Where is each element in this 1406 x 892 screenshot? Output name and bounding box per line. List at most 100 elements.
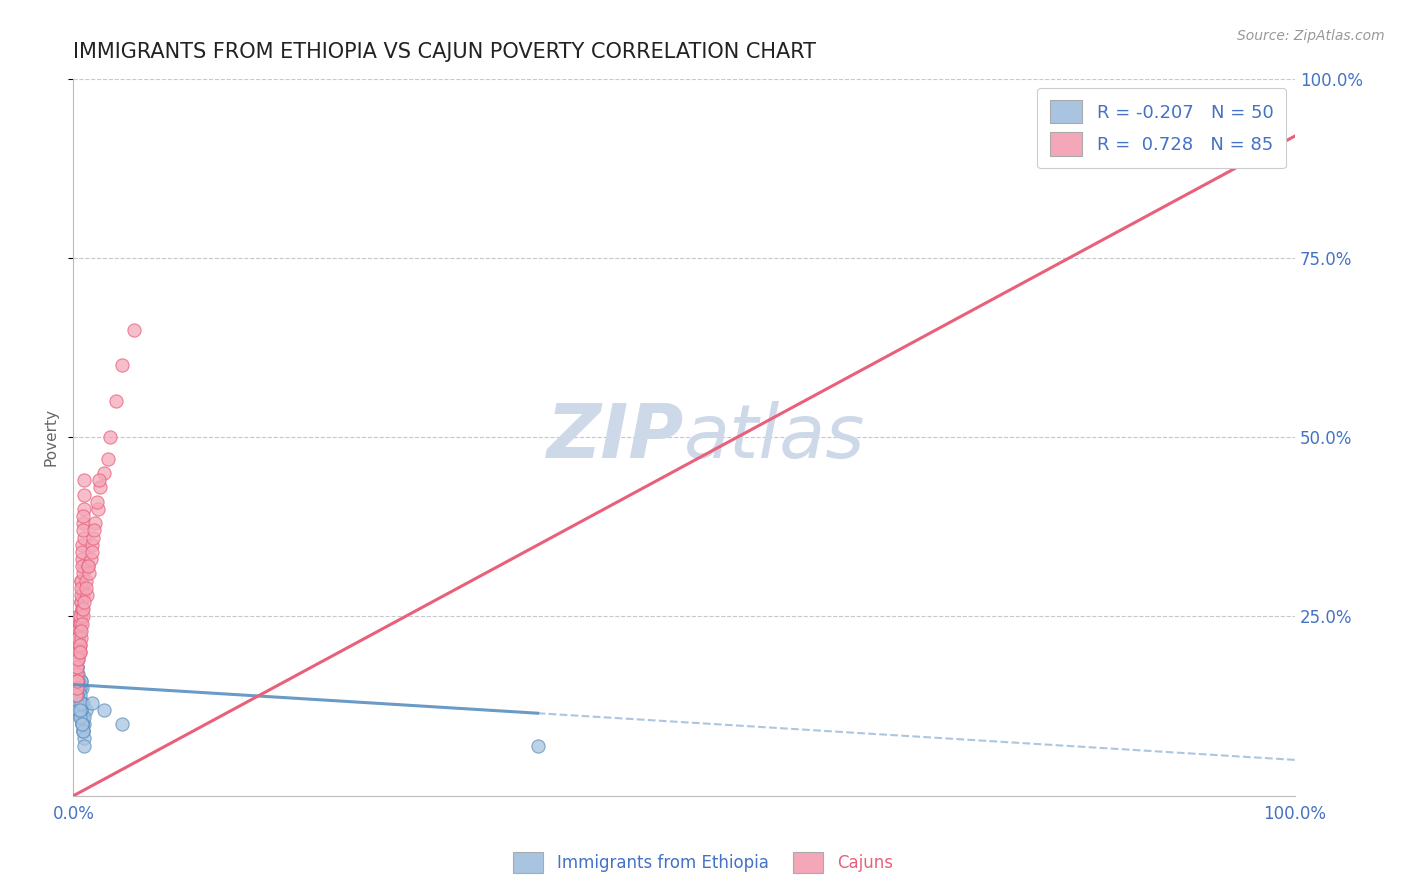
Point xyxy=(73,710,96,724)
Point xyxy=(72,509,94,524)
Point xyxy=(526,739,548,753)
Point xyxy=(70,710,93,724)
Point xyxy=(65,689,87,703)
Point xyxy=(69,638,91,652)
Point xyxy=(69,703,91,717)
Point xyxy=(66,659,89,673)
Point xyxy=(67,703,90,717)
Point xyxy=(69,616,91,631)
Point xyxy=(98,430,121,444)
Point xyxy=(80,696,103,710)
Point xyxy=(73,559,96,574)
Point xyxy=(73,473,96,487)
Point xyxy=(69,710,91,724)
Y-axis label: Poverty: Poverty xyxy=(44,409,58,467)
Point xyxy=(72,724,94,739)
Point xyxy=(97,451,120,466)
Point xyxy=(69,703,91,717)
Point xyxy=(65,689,87,703)
Point xyxy=(69,595,91,609)
Point xyxy=(66,652,89,666)
Point xyxy=(69,696,91,710)
Point xyxy=(69,609,91,624)
Point xyxy=(69,609,91,624)
Point xyxy=(66,689,89,703)
Point xyxy=(69,616,91,631)
Point xyxy=(65,681,87,696)
Point xyxy=(70,616,93,631)
Point xyxy=(124,323,146,337)
Point xyxy=(66,689,89,703)
Point xyxy=(72,566,94,581)
Point xyxy=(69,696,91,710)
Point xyxy=(73,531,96,545)
Point xyxy=(66,659,89,673)
Text: atlas: atlas xyxy=(685,401,866,473)
Point xyxy=(72,581,94,595)
Point xyxy=(72,696,94,710)
Point xyxy=(67,689,90,703)
Point xyxy=(66,696,89,710)
Point xyxy=(75,574,97,588)
Point xyxy=(66,652,89,666)
Point xyxy=(67,652,90,666)
Point xyxy=(70,717,93,731)
Point xyxy=(67,645,90,659)
Point xyxy=(67,638,90,652)
Point xyxy=(111,717,134,731)
Point xyxy=(73,731,96,746)
Point xyxy=(69,624,91,638)
Point xyxy=(65,666,87,681)
Point xyxy=(66,673,89,688)
Point xyxy=(67,631,90,645)
Point xyxy=(69,624,91,638)
Point xyxy=(63,666,86,681)
Point xyxy=(66,673,89,688)
Point xyxy=(93,703,115,717)
Point xyxy=(79,552,101,566)
Point xyxy=(65,659,87,673)
Point xyxy=(70,559,93,574)
Point xyxy=(105,394,128,409)
Point xyxy=(69,581,91,595)
Point xyxy=(69,703,91,717)
Point xyxy=(73,487,96,501)
Point xyxy=(77,566,100,581)
Text: IMMIGRANTS FROM ETHIOPIA VS CAJUN POVERTY CORRELATION CHART: IMMIGRANTS FROM ETHIOPIA VS CAJUN POVERT… xyxy=(73,42,817,62)
Point xyxy=(67,673,90,688)
Point xyxy=(72,724,94,739)
Point xyxy=(69,673,91,688)
Point xyxy=(67,703,90,717)
Point xyxy=(66,645,89,659)
Point xyxy=(69,574,91,588)
Point xyxy=(69,588,91,602)
Point xyxy=(80,545,103,559)
Text: Source: ZipAtlas.com: Source: ZipAtlas.com xyxy=(1237,29,1385,43)
Point xyxy=(69,696,91,710)
Point xyxy=(77,559,100,574)
Point xyxy=(77,559,100,574)
Point xyxy=(67,631,90,645)
Point xyxy=(70,545,93,559)
Point xyxy=(76,588,98,602)
Point xyxy=(66,666,89,681)
Point xyxy=(83,524,105,538)
Point xyxy=(67,652,90,666)
Point xyxy=(70,538,93,552)
Point xyxy=(66,624,89,638)
Point xyxy=(89,480,111,494)
Point xyxy=(73,739,96,753)
Point xyxy=(72,602,94,616)
Point xyxy=(70,681,93,696)
Point xyxy=(73,595,96,609)
Point xyxy=(66,681,89,696)
Point xyxy=(69,645,91,659)
Point xyxy=(75,581,97,595)
Point xyxy=(69,631,91,645)
Point xyxy=(65,681,87,696)
Point xyxy=(72,588,94,602)
Point xyxy=(65,673,87,688)
Point xyxy=(72,609,94,624)
Point xyxy=(69,638,91,652)
Point xyxy=(70,602,93,616)
